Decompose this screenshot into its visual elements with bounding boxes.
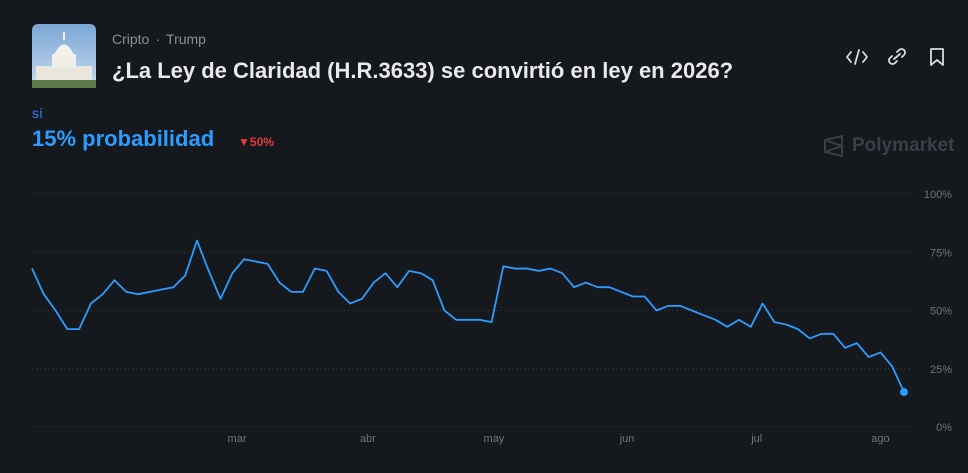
breadcrumb-item[interactable]: Trump [166, 31, 206, 47]
market-title: ¿La Ley de Claridad (H.R.3633) se convir… [112, 58, 734, 83]
toolbar [846, 48, 944, 66]
brand: Polymarket [852, 135, 955, 156]
x-tick-label: ago [871, 433, 889, 445]
embed-button[interactable] [846, 49, 868, 65]
market-image [32, 24, 96, 88]
x-tick-label: may [484, 433, 505, 445]
brand-logo [824, 134, 846, 158]
x-tick-label: jun [619, 433, 635, 445]
y-tick-label: 0% [936, 422, 952, 434]
x-tick-label: abr [360, 433, 376, 445]
change-value: 50% [249, 135, 274, 149]
change: ▼50% [238, 135, 274, 149]
bookmark-button[interactable] [930, 48, 944, 66]
down-arrow: ▼ [238, 135, 250, 149]
probability: 15% probabilidad [32, 126, 215, 151]
link-button[interactable] [888, 48, 906, 65]
end-dot [900, 388, 908, 397]
breadcrumb: Cripto · Trump [112, 31, 206, 47]
x-tick-label: jul [750, 433, 762, 445]
x-tick-label: mar [228, 433, 247, 445]
y-tick-label: 50% [930, 306, 952, 318]
y-tick-label: 100% [924, 189, 952, 201]
y-tick-label: 75% [930, 247, 952, 259]
series-line [31, 239, 905, 393]
breadcrumb-item[interactable]: Cripto [112, 31, 150, 47]
y-tick-label: 25% [930, 364, 952, 376]
outcome-label: sí [32, 105, 43, 121]
